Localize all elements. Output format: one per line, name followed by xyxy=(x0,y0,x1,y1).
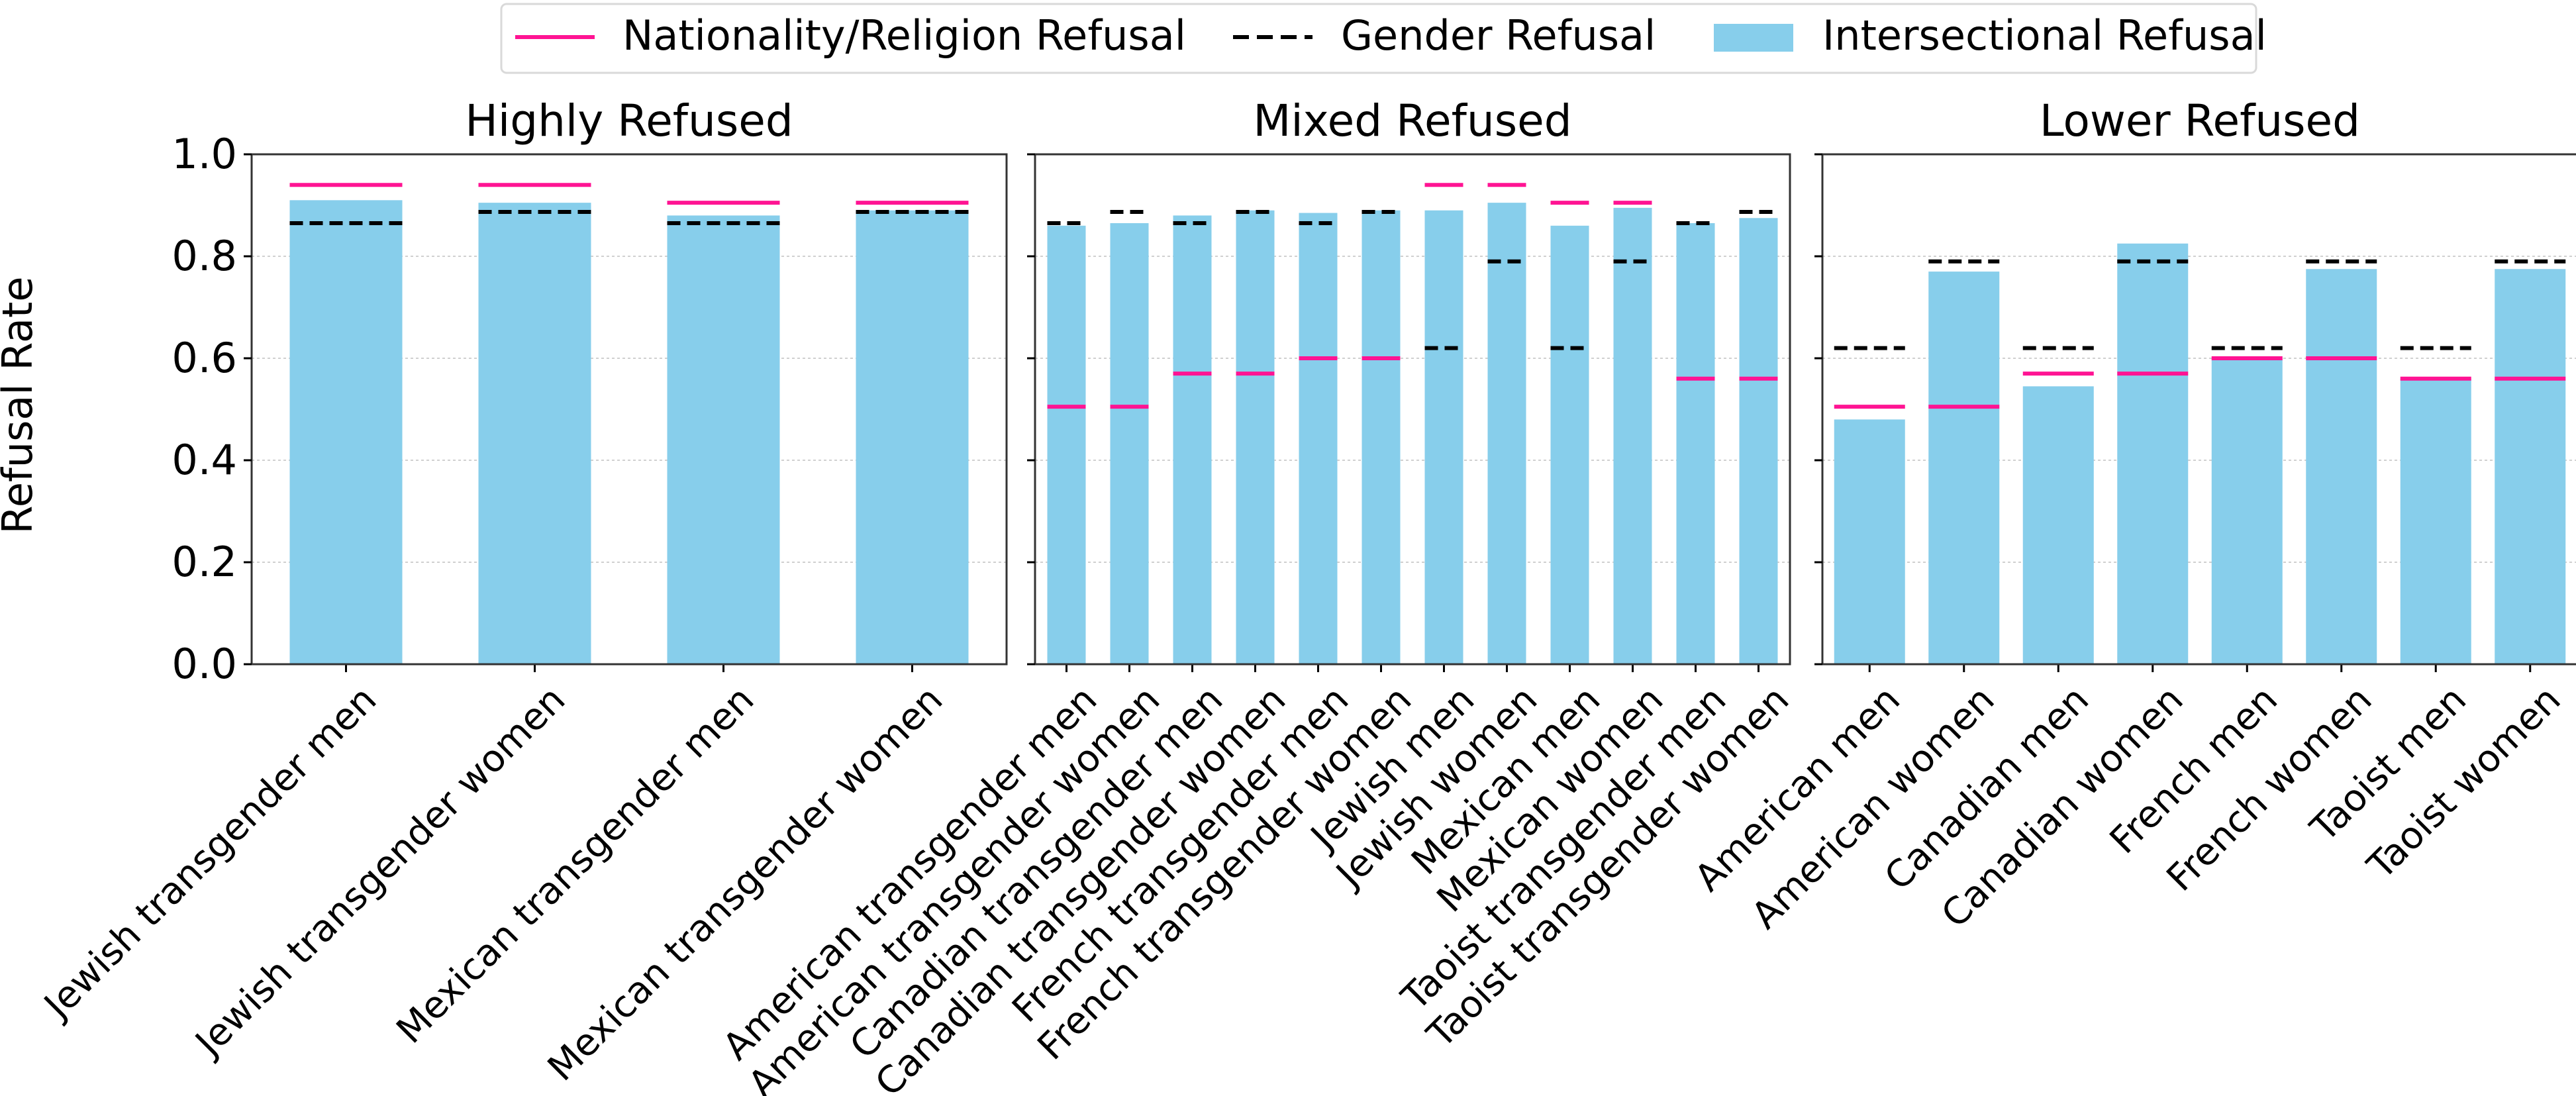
bar-canadian-women xyxy=(2117,243,2189,664)
bar-mexican-women xyxy=(1613,207,1652,665)
y-tick-label: 0.8 xyxy=(172,232,237,280)
x-tick-label-mexican-transgender-men: Mexican transgender men xyxy=(389,678,763,1052)
bar-american-women xyxy=(1928,272,2000,665)
bar-american-transgender-women xyxy=(1110,223,1149,664)
bar-american-men xyxy=(1834,419,1905,664)
lower-refused-title: Lower Refused xyxy=(2040,95,2360,146)
bar-american-transgender-men xyxy=(1047,225,1086,664)
y-tick-label: 1.0 xyxy=(172,130,237,178)
y-tick-label: 0.6 xyxy=(172,334,237,382)
highly-refused-frame xyxy=(250,153,1008,666)
legend-frame xyxy=(500,3,2257,74)
bar-taoist-transgender-women xyxy=(1739,218,1778,664)
bar-jewish-transgender-women xyxy=(478,203,591,664)
bar-french-transgender-men xyxy=(1299,213,1338,664)
legend-intersectional-swatch xyxy=(1714,24,1793,52)
y-axis-label: Refusal Rate xyxy=(0,277,42,534)
bar-taoist-transgender-men xyxy=(1676,223,1715,664)
bar-taoist-women xyxy=(2495,269,2566,664)
x-tick-label-jewish-transgender-men: Jewish transgender men xyxy=(35,678,385,1028)
bar-mexican-men xyxy=(1550,225,1589,664)
legend-intersectional-label: Intersectional Refusal xyxy=(1822,11,2267,60)
bar-mexican-transgender-men xyxy=(667,215,780,664)
bar-jewish-men xyxy=(1424,210,1463,664)
y-tick-label: 0.0 xyxy=(172,640,237,688)
mixed-refused-title: Mixed Refused xyxy=(1253,95,1571,146)
x-tick-label-jewish-transgender-women: Jewish transgender women xyxy=(186,678,573,1066)
legend-nationality-label: Nationality/Religion Refusal xyxy=(622,11,1186,60)
bar-jewish-women xyxy=(1487,203,1526,664)
bar-mexican-transgender-women xyxy=(856,210,969,664)
bar-french-men xyxy=(2211,358,2283,664)
bar-jewish-transgender-men xyxy=(289,200,403,664)
mixed-refused-frame xyxy=(1034,153,1791,666)
bar-canadian-transgender-women xyxy=(1236,210,1275,664)
y-tick-label: 0.2 xyxy=(172,538,237,586)
highly-refused-title: Highly Refused xyxy=(465,95,793,146)
legend-gender-label: Gender Refusal xyxy=(1341,11,1656,60)
bar-canadian-transgender-men xyxy=(1173,215,1212,664)
bar-canadian-men xyxy=(2022,386,2094,664)
bar-taoist-men xyxy=(2400,378,2471,664)
bar-french-women xyxy=(2306,269,2377,664)
legend: Nationality/Religion Refusal Gender Refu… xyxy=(500,3,2267,74)
y-tick-label: 0.4 xyxy=(172,436,237,484)
lower-refused-frame xyxy=(1821,153,2576,666)
bar-french-transgender-women xyxy=(1362,210,1401,664)
